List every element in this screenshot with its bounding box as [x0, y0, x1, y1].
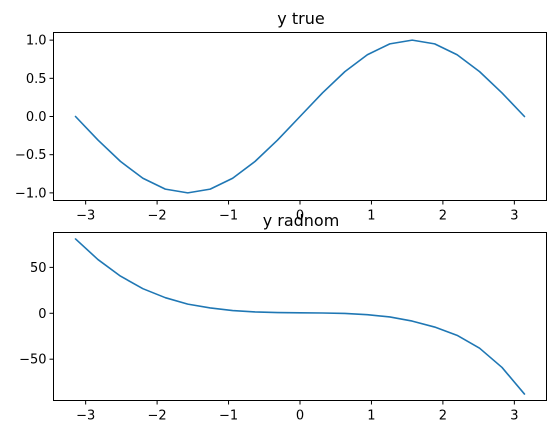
plot-frame: [53, 232, 547, 401]
y-tick-label: 0: [38, 307, 46, 322]
x-tick-label: −1: [219, 409, 238, 424]
x-tick-label: 2: [439, 409, 447, 424]
x-tick-label: −1: [219, 209, 238, 224]
x-tick-label: 1: [367, 209, 375, 224]
y-tick-label: −1.0: [15, 186, 47, 201]
subplot-y-radnom: y radnom −3 −2 −1 0 1 2 3 −50 0 50: [19, 211, 547, 424]
tick-group: −3 −2 −1 0 1 2 3 −1.0 −0.5 0.0 0.5 1.0: [15, 34, 519, 224]
x-tick-label: −3: [76, 209, 95, 224]
x-tick-label: 3: [510, 209, 518, 224]
y-tick-label: 50: [30, 261, 47, 276]
y-tick-label: 1.0: [26, 34, 47, 49]
y-tick-label: −0.5: [15, 148, 47, 163]
tick-group: −3 −2 −1 0 1 2 3 −50 0 50: [19, 261, 518, 424]
series-line-y-true: [74, 39, 526, 194]
y-tick-label: 0.0: [26, 110, 47, 125]
subplot-y-true: y true −3 −2 −1 0 1 2 3 −1.0 −0.5 0.0 0.5 1.0: [15, 9, 547, 224]
x-tick-label: 1: [367, 409, 375, 424]
x-tick-label: −2: [148, 209, 167, 224]
x-tick-label: 3: [510, 409, 518, 424]
plot-frame: [53, 32, 547, 201]
x-tick-label: −3: [76, 409, 95, 424]
chart-title: y radnom: [263, 211, 340, 230]
series-line-y-radnom: [74, 238, 526, 395]
x-tick-label: 0: [296, 209, 304, 224]
y-tick-label: 0.5: [26, 72, 47, 87]
y-tick-label: −50: [19, 353, 46, 368]
x-tick-label: 0: [296, 409, 304, 424]
x-tick-label: −2: [148, 409, 167, 424]
chart-title: y true: [277, 9, 324, 28]
x-tick-label: 2: [439, 209, 447, 224]
